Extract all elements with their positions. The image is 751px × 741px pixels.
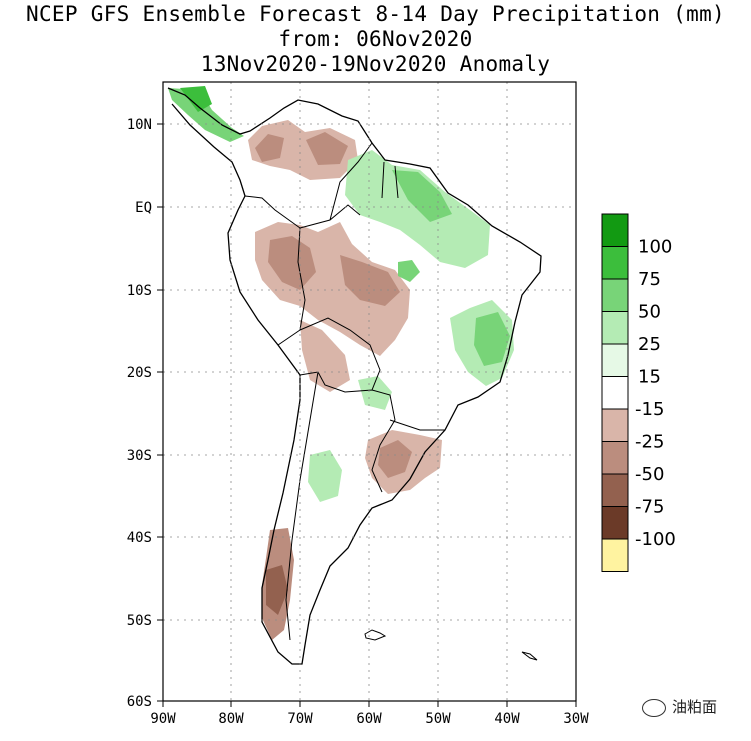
legend-label: -100 <box>635 529 676 550</box>
legend-swatch <box>601 246 629 280</box>
lat-label-20s: 20S <box>127 365 152 381</box>
wet-anomaly-paraguay <box>358 376 392 410</box>
legend-swatch <box>601 213 629 247</box>
legend-label: 100 <box>638 237 672 258</box>
chart-subtitle-date: from: 06Nov2020 <box>278 27 473 51</box>
wet-anomaly-argentina <box>308 450 342 502</box>
south-georgia <box>521 651 538 661</box>
legend-swatch <box>601 441 629 475</box>
lat-label-30s: 30S <box>127 448 152 464</box>
wet-anomaly-central-america-core <box>180 86 212 112</box>
dry-anomaly-peru-bolivia <box>300 320 350 392</box>
dry-anomaly-amazon-core-east <box>340 255 400 306</box>
chart-subtitle-period: 13Nov2020-19Nov2020 Anomaly <box>200 52 551 76</box>
lon-label-70w: 70W <box>287 711 313 727</box>
dry-anomaly-north-core <box>255 134 284 162</box>
legend-label: 50 <box>638 302 661 323</box>
legend-swatch <box>601 506 629 540</box>
lon-label-40w: 40W <box>494 711 520 727</box>
chart-title: NCEP GFS Ensemble Forecast 8-14 Day Prec… <box>26 2 725 26</box>
coastline <box>167 87 542 665</box>
dry-anomaly-patagonia-core <box>266 565 288 615</box>
legend-swatch <box>601 311 629 345</box>
lat-label-50s: 50S <box>127 613 152 629</box>
wet-anomaly-small-east <box>398 260 420 282</box>
lon-label-30w: 30W <box>563 711 589 727</box>
legend-swatch <box>601 538 629 572</box>
dry-anomaly-amazon-core-west <box>268 236 316 290</box>
legend-swatch <box>601 376 629 410</box>
wet-anomaly-east-brazil-core <box>474 312 510 366</box>
legend-swatch <box>601 278 629 312</box>
legend-label: 75 <box>638 269 661 290</box>
country-borders <box>244 142 445 641</box>
legend-label: 25 <box>638 334 661 355</box>
watermark-text: 油粕面 <box>672 698 718 716</box>
lon-label-90w: 90W <box>150 711 176 727</box>
legend-label: -25 <box>635 432 664 453</box>
dry-anomaly-northwest <box>248 120 358 180</box>
chat-bubble-icon <box>642 698 666 717</box>
legend-label: 15 <box>638 367 661 388</box>
lat-label-10s: 10S <box>127 283 152 299</box>
lat-label-60s: 60S <box>127 694 152 710</box>
legend-colorbar: 100 75 50 25 15 -15 -25 -50 -75 -100 <box>601 213 676 572</box>
dry-anomaly-uruguay-core <box>378 440 412 478</box>
legend-label: -15 <box>635 399 664 420</box>
watermark: 油粕面 <box>642 696 717 717</box>
axis-ticks <box>157 123 577 707</box>
map-plot-area <box>163 82 576 701</box>
legend-swatch <box>601 473 629 507</box>
legend-label: -75 <box>635 497 664 518</box>
lat-label-eq: EQ <box>135 200 152 216</box>
lat-label-10n: 10N <box>127 117 152 133</box>
legend-swatch <box>601 408 629 442</box>
wet-anomaly-northeast-core <box>392 170 452 222</box>
lon-label-50w: 50W <box>425 711 451 727</box>
gridlines <box>163 82 576 701</box>
wet-anomaly-central-america <box>168 88 244 142</box>
lat-label-40s: 40S <box>127 530 152 546</box>
lon-label-60w: 60W <box>356 711 382 727</box>
legend-swatch <box>601 343 629 377</box>
dry-anomaly-venezuela-core <box>306 132 348 165</box>
lon-label-80w: 80W <box>218 711 244 727</box>
falkland-islands <box>364 629 387 641</box>
legend-label: -50 <box>635 464 664 485</box>
